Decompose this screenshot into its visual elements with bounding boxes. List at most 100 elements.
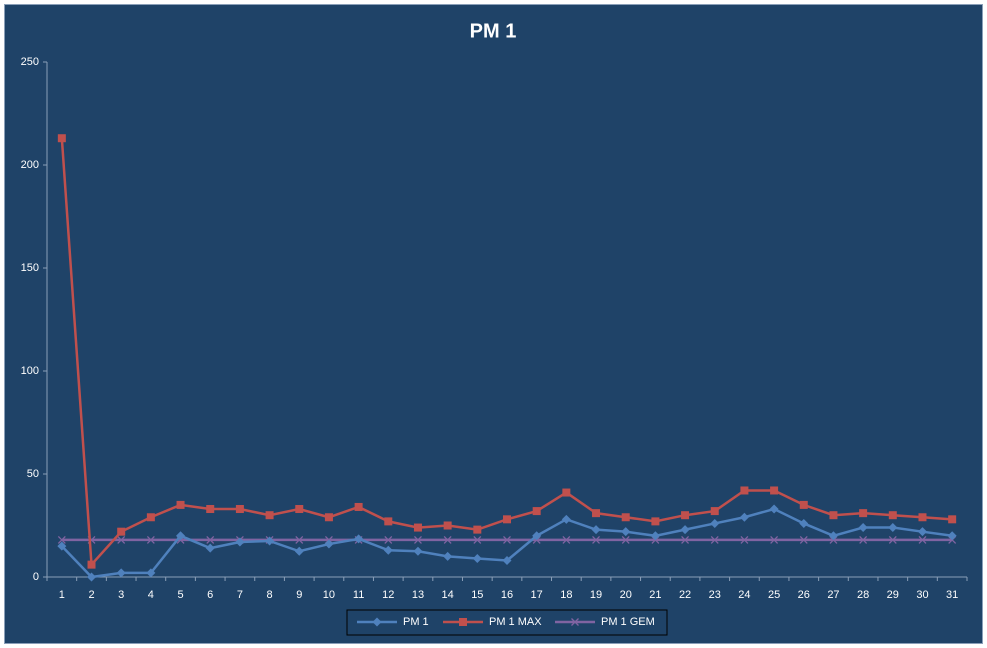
x-tick-label: 19 [590, 589, 602, 601]
x-tick-label: 12 [382, 589, 394, 601]
marker [57, 541, 67, 551]
marker [384, 535, 393, 544]
marker [710, 507, 719, 516]
x-tick-label: 22 [679, 589, 691, 601]
legend-label: PM 1 [403, 616, 429, 628]
marker [117, 527, 126, 536]
marker [443, 521, 452, 530]
legend-marker [459, 618, 467, 626]
legend-box [346, 609, 668, 636]
marker [592, 535, 600, 544]
x-tick-label: 21 [649, 589, 661, 601]
x-tick-label: 2 [88, 589, 94, 601]
marker [324, 513, 333, 522]
marker [265, 511, 274, 520]
y-tick-label: 150 [21, 262, 39, 274]
x-tick-label: 28 [857, 589, 869, 601]
marker [621, 513, 630, 522]
marker [770, 486, 779, 495]
x-tick-label: 7 [237, 589, 243, 601]
marker [592, 509, 601, 518]
marker [918, 535, 927, 544]
x-tick-label: 24 [738, 589, 750, 601]
marker [87, 572, 97, 582]
marker [621, 527, 631, 537]
marker [146, 568, 156, 578]
marker [503, 515, 511, 524]
marker [532, 531, 542, 541]
y-tick-label: 250 [21, 56, 39, 68]
marker [829, 511, 838, 520]
x-tick-label: 11 [353, 589, 364, 601]
marker [87, 560, 96, 569]
x-tick-label: 3 [118, 589, 124, 601]
marker [947, 531, 957, 541]
chart-area [4, 4, 983, 644]
x-tick-label: 30 [916, 589, 928, 601]
marker [116, 568, 126, 578]
x-tick-label: 18 [560, 589, 572, 601]
marker [205, 543, 215, 553]
x-tick-label: 23 [709, 589, 721, 601]
marker [562, 488, 571, 497]
x-tick-label: 8 [267, 589, 273, 601]
marker [295, 505, 304, 514]
y-tick-label: 200 [21, 159, 39, 171]
marker [650, 531, 660, 541]
marker [265, 536, 275, 546]
y-tick-label: 50 [27, 468, 39, 480]
marker [414, 535, 422, 544]
marker [799, 518, 809, 528]
marker [502, 556, 512, 566]
marker [532, 507, 541, 516]
marker [383, 545, 393, 555]
marker [146, 535, 155, 544]
x-tick-label: 6 [207, 589, 213, 601]
y-tick-label: 0 [33, 571, 39, 583]
marker [176, 531, 186, 541]
marker [888, 511, 897, 520]
x-tick-label: 9 [296, 589, 302, 601]
marker [354, 502, 363, 511]
marker [621, 535, 630, 544]
marker [828, 531, 838, 541]
marker [948, 515, 957, 524]
marker [117, 535, 126, 544]
x-tick-label: 16 [501, 589, 513, 601]
marker [354, 534, 364, 544]
marker [651, 517, 660, 526]
marker [799, 500, 808, 509]
marker [473, 525, 482, 534]
x-tick-label: 27 [827, 589, 839, 601]
legend-marker [372, 617, 382, 627]
marker [917, 527, 927, 537]
legend-marker [571, 618, 579, 626]
marker [799, 535, 808, 544]
x-tick-label: 25 [768, 589, 780, 601]
x-tick-label: 4 [148, 589, 154, 601]
marker [769, 504, 779, 514]
marker [770, 535, 779, 544]
marker [710, 535, 719, 544]
marker [561, 514, 571, 524]
x-tick-label: 10 [323, 589, 335, 601]
marker [739, 512, 749, 522]
marker [591, 525, 601, 535]
marker [57, 535, 66, 544]
marker [235, 537, 245, 547]
marker [324, 539, 334, 549]
marker [740, 486, 749, 495]
x-tick-label: 14 [442, 589, 454, 601]
x-tick-label: 26 [798, 589, 810, 601]
x-tick-label: 31 [946, 589, 958, 601]
x-tick-label: 17 [531, 589, 543, 601]
marker [206, 505, 215, 514]
legend-label: PM 1 MAX [489, 616, 542, 628]
marker [206, 535, 215, 544]
marker [443, 535, 452, 544]
x-tick-label: 20 [620, 589, 632, 601]
x-tick-label: 13 [412, 589, 424, 601]
marker [888, 535, 897, 544]
